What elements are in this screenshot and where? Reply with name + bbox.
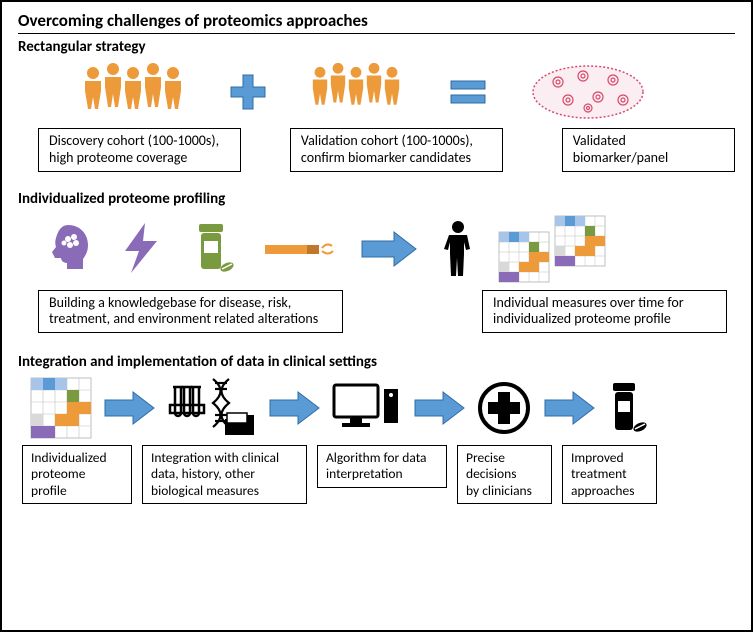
cigarette-icon [260, 231, 335, 266]
decisions-label: Precise decisions by clinicians [457, 445, 552, 504]
arrow-right-icon [542, 389, 597, 427]
main-title: Overcoming challenges of proteomics appr… [18, 10, 735, 34]
people-group-icon [78, 62, 188, 122]
section-individualized: Individualized proteome profiling [18, 190, 735, 334]
arrow-right-icon [359, 229, 419, 269]
brain-head-icon [38, 221, 93, 276]
medical-cross-icon [477, 381, 532, 436]
person-icon [443, 219, 473, 279]
equals-icon [448, 77, 488, 107]
section2-title: Individualized proteome profiling [18, 190, 735, 208]
section-rectangular: Rectangular strategy [18, 38, 735, 172]
pill-bottle-icon [191, 221, 236, 276]
clinical-data-icon [167, 377, 257, 439]
treatment-label: Improved treatment approaches [562, 445, 657, 504]
result-label: Validated biomarker/panel [562, 128, 735, 172]
lightning-icon [117, 221, 167, 276]
section3-title: Integration and implementation of data i… [18, 353, 735, 371]
plus-icon [228, 72, 268, 112]
validation-label: Validation cohort (100-1000s), confirm b… [290, 128, 503, 172]
heatmap-pair-icon [497, 214, 612, 284]
arrow-right-icon [412, 389, 467, 427]
integration-label: Integration with clinical data, history,… [142, 445, 307, 504]
arrow-right-icon [267, 389, 322, 427]
medicine-bottle-icon [607, 381, 649, 436]
heatmap-icon [30, 377, 92, 439]
profile-label: Individualized proteome profile [22, 445, 132, 504]
section-integration: Integration and implementation of data i… [18, 353, 735, 504]
section1-title: Rectangular strategy [18, 38, 735, 56]
petri-dish-icon [528, 62, 648, 122]
individual-label: Individual measures over time for indivi… [482, 290, 727, 334]
algorithm-label: Algorithm for data interpretation [317, 445, 447, 487]
computer-icon [332, 381, 402, 436]
people-group-icon [308, 62, 408, 122]
knowledgebase-label: Building a knowledgebase for disease, ri… [38, 290, 343, 334]
discovery-label: Discovery cohort (100-1000s), high prote… [38, 128, 241, 172]
arrow-right-icon [102, 389, 157, 427]
